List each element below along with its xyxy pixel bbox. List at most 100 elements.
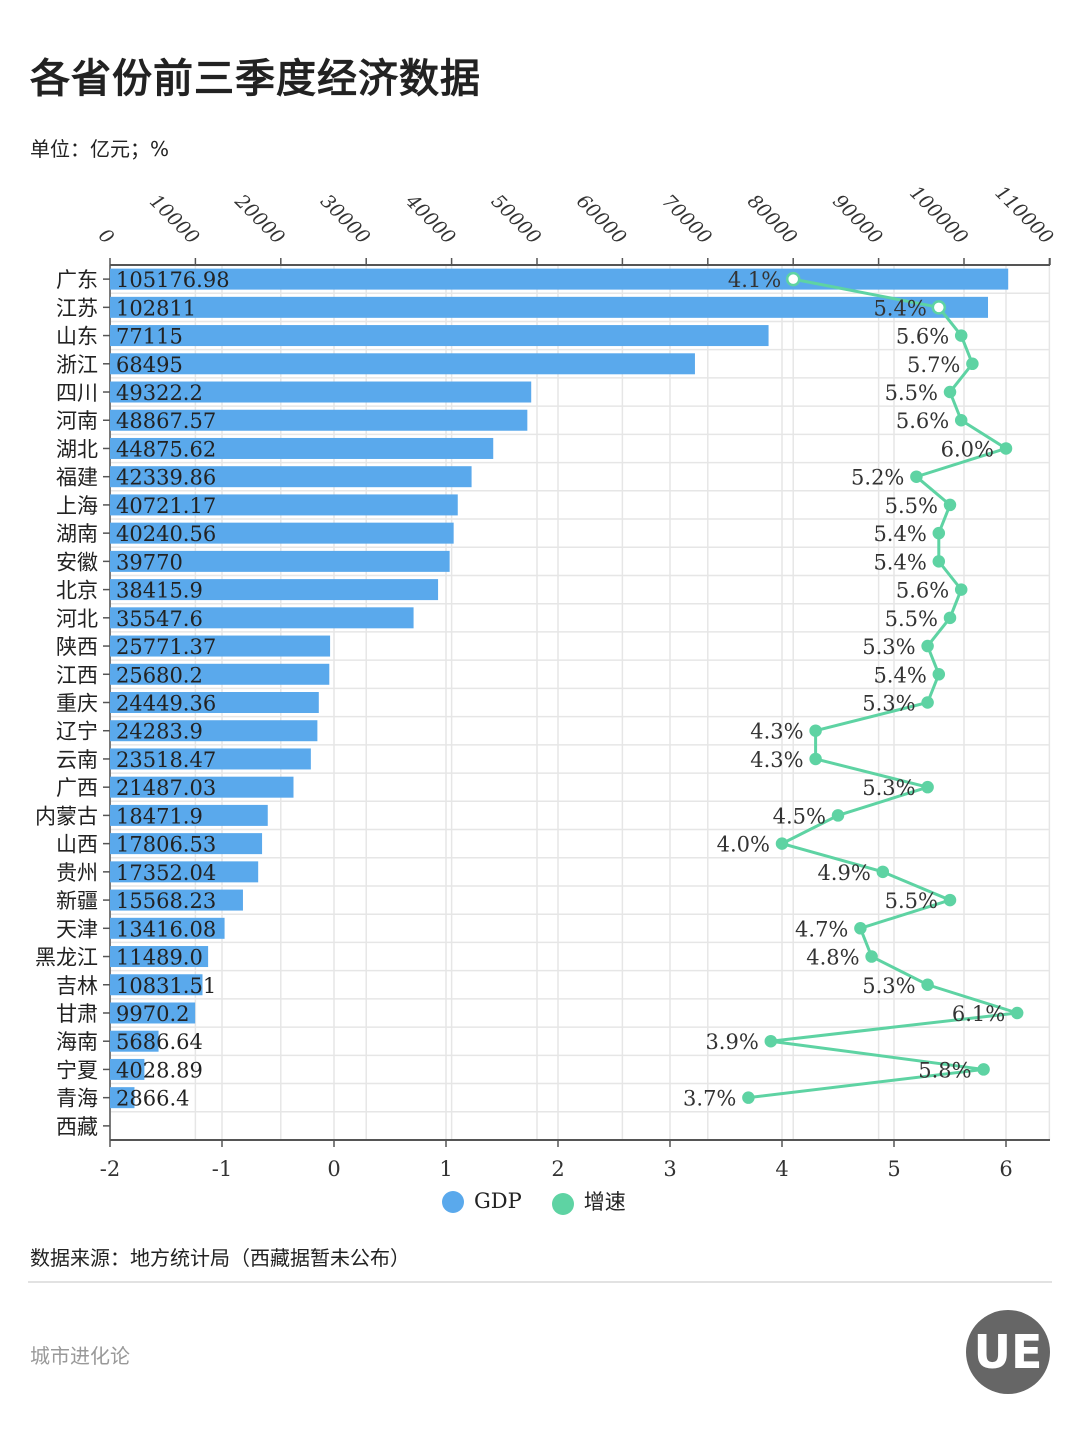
- growth-point: [954, 329, 968, 342]
- growth-value-label: 5.5%: [885, 889, 938, 913]
- gdp-value-label: 38415.9: [116, 579, 203, 603]
- growth-point: [932, 526, 946, 540]
- gdp-bar: [110, 296, 989, 318]
- growth-point: [1010, 1006, 1024, 1020]
- growth-value-label: 5.4%: [873, 522, 926, 546]
- growth-value-label: 4.0%: [717, 833, 770, 857]
- gdp-value-label: 48867.57: [116, 409, 216, 433]
- gdp-value-label: 18471.9: [116, 804, 203, 828]
- top-axis-tick-label: 30000: [316, 190, 374, 248]
- growth-value-label: 5.6%: [896, 325, 949, 349]
- unit-label: 单位：亿元；%: [30, 137, 170, 161]
- category-label: 内蒙古: [35, 804, 98, 828]
- top-axis-tick-label: 80000: [743, 190, 801, 248]
- gdp-value-label: 39770: [116, 550, 183, 574]
- gdp-bar: [110, 522, 454, 544]
- category-label: 陕西: [56, 635, 98, 659]
- gdp-bar: [110, 804, 268, 826]
- legend-label-growth: 增速: [583, 1190, 626, 1214]
- gdp-bar: [110, 1087, 135, 1109]
- bottom-axis-tick-label: 1: [439, 1157, 452, 1181]
- growth-point: [977, 1063, 990, 1076]
- gdp-value-label: 25680.2: [116, 663, 203, 687]
- growth-point: [775, 837, 789, 850]
- legend-item-gdp[interactable]: GDP: [442, 1189, 522, 1214]
- category-label: 黑龙江: [35, 946, 98, 970]
- gdp-value-label: 68495: [116, 353, 183, 377]
- top-axis-tick-label: 50000: [487, 190, 545, 248]
- growth-point: [966, 357, 979, 371]
- growth-point: [854, 922, 867, 935]
- category-label: 山东: [56, 325, 98, 349]
- gdp-value-label: 24283.9: [116, 720, 203, 744]
- growth-value-label: 5.3%: [862, 974, 915, 998]
- top-axis-tick-label: 90000: [828, 190, 886, 248]
- growth-value-label: 5.4%: [873, 663, 926, 687]
- growth-value-label: 5.6%: [896, 579, 949, 603]
- bottom-axis-tick-label: 5: [887, 1157, 900, 1181]
- category-label: 安徽: [56, 550, 98, 574]
- category-label: 湖北: [56, 437, 98, 461]
- category-label: 江西: [56, 663, 98, 687]
- brand-logo: UE: [966, 1310, 1050, 1394]
- gdp-bar: [110, 776, 294, 798]
- growth-value-label: 3.9%: [705, 1030, 758, 1054]
- growth-value-label: 5.7%: [907, 353, 960, 377]
- gdp-value-label: 10831.51: [116, 974, 216, 998]
- growth-point: [932, 555, 946, 568]
- gdp-value-label: 5686.64: [116, 1030, 203, 1054]
- growth-value-label: 5.6%: [896, 409, 949, 433]
- growth-point: [921, 696, 934, 709]
- gdp-value-label: 77115: [116, 325, 183, 349]
- legend-item-growth[interactable]: 增速: [551, 1186, 626, 1216]
- gdp-bar: [110, 663, 330, 685]
- category-label: 河北: [56, 607, 98, 631]
- gdp-value-label: 24449.36: [116, 692, 216, 716]
- growth-point: [921, 780, 934, 794]
- gdp-value-label: 23518.47: [116, 748, 216, 772]
- growth-point: [943, 893, 957, 907]
- gdp-value-label: 102811: [116, 296, 196, 320]
- gdp-bar: [110, 861, 259, 883]
- brand-name: 城市进化论: [30, 1344, 130, 1368]
- category-label: 北京: [56, 579, 98, 603]
- gdp-bar: [110, 466, 472, 488]
- category-label: 天津: [56, 917, 98, 941]
- gdp-bar: [110, 1030, 159, 1052]
- growth-value-label: 5.2%: [851, 466, 904, 490]
- top-axis-tick-label: 40000: [401, 190, 460, 249]
- gdp-value-label: 40721.17: [116, 494, 216, 518]
- top-axis-tick-label: 20000: [230, 190, 289, 249]
- gdp-bar: [110, 325, 769, 347]
- gdp-value-label: 17806.53: [116, 833, 216, 857]
- gdp-value-label: 40240.56: [116, 522, 216, 546]
- gdp-bar: [110, 1058, 145, 1080]
- growth-value-label: 4.5%: [773, 804, 826, 828]
- category-label: 辽宁: [56, 720, 98, 744]
- gdp-bar: [110, 889, 243, 911]
- gdp-value-label: 44875.62: [116, 437, 216, 461]
- category-label: 四川: [56, 381, 98, 405]
- gdp-bar: [110, 1002, 196, 1024]
- source-note: 数据来源：地方统计局（西藏据暂未公布）: [30, 1246, 410, 1270]
- growth-point: [954, 583, 968, 596]
- gdp-value-label: 13416.08: [116, 917, 216, 941]
- category-label: 青海: [56, 1087, 98, 1111]
- growth-value-label: 5.5%: [885, 381, 938, 405]
- growth-value-label: 5.3%: [862, 692, 915, 716]
- gdp-bar: [110, 381, 532, 403]
- gdp-bar: [110, 720, 318, 742]
- gdp-bar: [110, 917, 225, 939]
- category-label: 上海: [56, 494, 98, 518]
- gdp-bar: [110, 946, 209, 968]
- gdp-bar: [110, 692, 319, 713]
- gdp-bar: [110, 607, 414, 629]
- bottom-axis-tick-label: 6: [999, 1157, 1012, 1181]
- growth-value-label: 5.8%: [918, 1058, 971, 1082]
- gdp-value-label: 35547.6: [116, 607, 203, 631]
- gdp-bar: [110, 974, 203, 996]
- category-label: 山西: [56, 833, 98, 857]
- growth-value-label: 6.1%: [952, 1002, 1005, 1026]
- growth-point: [809, 752, 822, 766]
- growth-point: [764, 1034, 778, 1048]
